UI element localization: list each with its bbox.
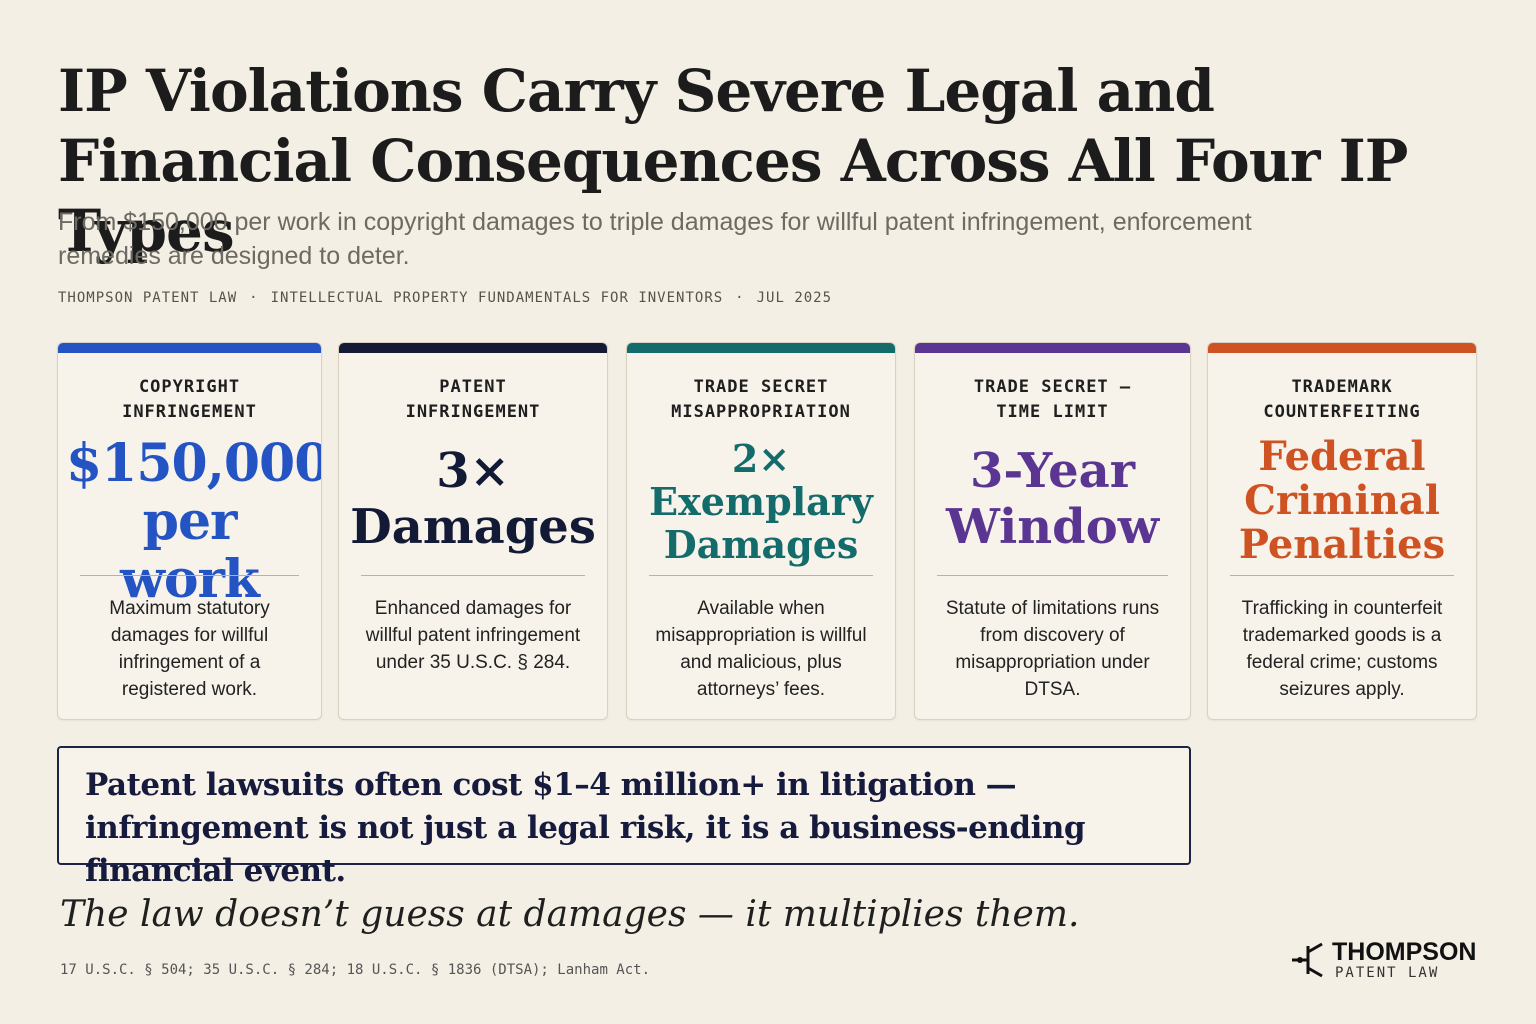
meta-date: JUL 2025	[756, 290, 833, 306]
card-description: Enhanced damages for willful patent infr…	[365, 598, 581, 673]
page-subtitle: From $150,000 per work in copyright dama…	[58, 208, 1252, 270]
meta-line: THOMPSON PATENT LAW · INTELLECTUAL PROPERT…	[58, 290, 832, 306]
logo-name: THOMPSON	[1332, 938, 1477, 966]
card-divider	[649, 575, 873, 576]
separator-dot-icon: ·	[249, 290, 259, 306]
card-divider	[1230, 575, 1454, 576]
sources-footnote: 17 U.S.C. § 504; 35 U.S.C. § 284; 18 U.S…	[60, 962, 651, 978]
meta-firm: THOMPSON PATENT LAW	[58, 290, 238, 306]
card-headline: $150,000 per work	[66, 433, 322, 610]
card-label: TRADE SECRET MISAPPROPRIATION	[671, 377, 851, 422]
card-divider	[361, 575, 585, 576]
card-label: PATENT INFRINGEMENT	[405, 377, 541, 422]
card-divider	[80, 575, 299, 576]
card-trademark-counterfeiting: TRADEMARK COUNTERFEITING Federal Crimina…	[1207, 342, 1477, 720]
callout-text: Patent lawsuits often cost $1–4 million+…	[85, 767, 1086, 889]
card-accent-bar	[915, 343, 1190, 353]
separator-dot-icon: ·	[735, 290, 745, 306]
callout-box: Patent lawsuits often cost $1–4 million+…	[57, 746, 1191, 889]
tagline: The law doesn’t guess at damages — it mu…	[60, 894, 1080, 935]
card-headline: 2× Exemplary Damages	[649, 436, 873, 567]
company-logo: THOMPSON PATENT LAW	[1288, 936, 1488, 986]
card-label: TRADE SECRET — TIME LIMIT	[973, 377, 1132, 422]
card-headline: 3-Year Window	[945, 443, 1160, 555]
card-divider	[937, 575, 1168, 576]
card-patent-infringement: PATENT INFRINGEMENT 3× Damages Enhanced …	[338, 342, 608, 720]
card-headline: 3× Damages	[350, 443, 596, 555]
card-label: TRADEMARK COUNTERFEITING	[1263, 377, 1421, 422]
card-trade-secret-time-limit: TRADE SECRET — TIME LIMIT 3-Year Window …	[914, 342, 1191, 720]
card-accent-bar	[339, 343, 607, 353]
card-label: COPYRIGHT INFRINGEMENT	[122, 377, 257, 422]
card-copyright-infringement: COPYRIGHT INFRINGEMENT $150,000 per work…	[57, 342, 322, 720]
meta-series: INTELLECTUAL PROPERTY FUNDAMENTALS FOR I…	[270, 290, 724, 306]
logo-subtitle: PATENT LAW	[1335, 965, 1440, 981]
card-description: Statute of limitations runs from discove…	[945, 598, 1160, 700]
card-headline: Federal Criminal Penalties	[1238, 433, 1446, 568]
card-description: Trafficking in counterfeit trademarked g…	[1241, 598, 1443, 700]
card-description: Available when misappropriation is willf…	[655, 598, 867, 700]
circuit-node-icon	[1292, 942, 1323, 978]
card-accent-bar	[1208, 343, 1476, 353]
card-accent-bar	[627, 343, 895, 353]
page-title: IP Violations Carry Severe Legal and Fin…	[58, 57, 1408, 265]
card-description: Maximum statutory damages for willful in…	[109, 598, 270, 700]
card-trade-secret-misappropriation: TRADE SECRET MISAPPROPRIATION 2× Exempla…	[626, 342, 896, 720]
card-accent-bar	[58, 343, 321, 353]
